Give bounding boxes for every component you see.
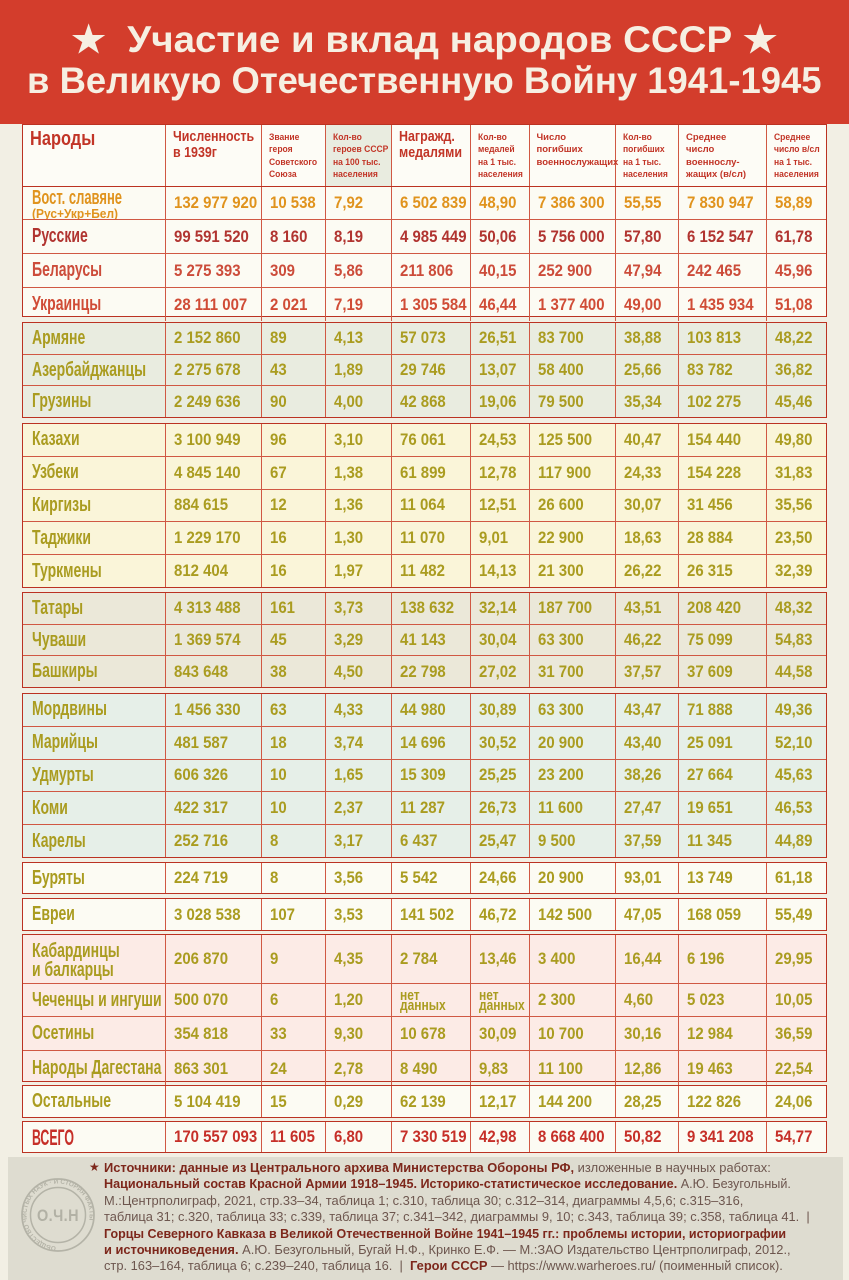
svg-text:О.Ч.Н: О.Ч.Н	[37, 1207, 79, 1225]
